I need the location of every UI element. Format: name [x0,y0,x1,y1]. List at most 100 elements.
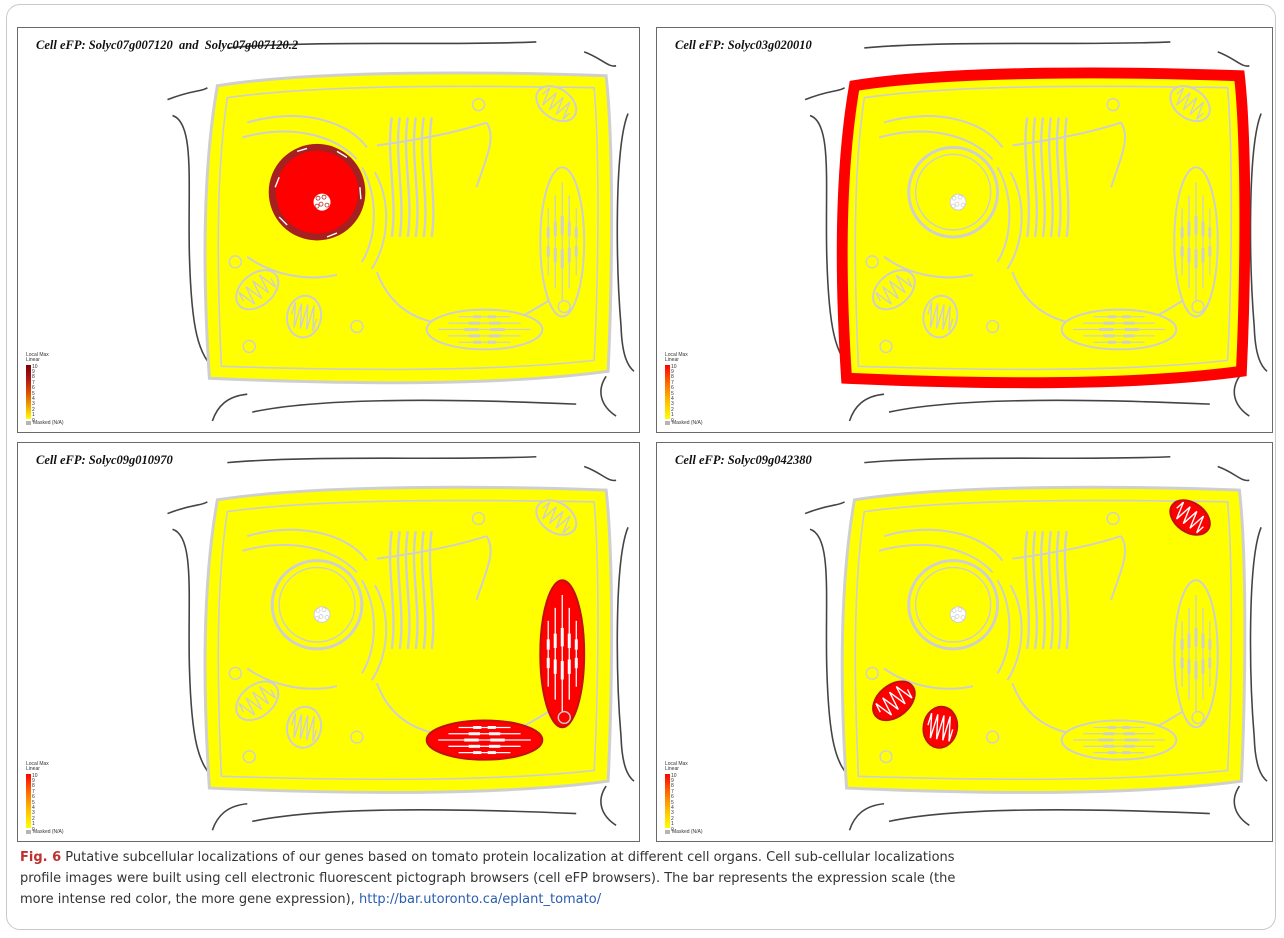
cell-wall-lines [804,41,1268,422]
legend-tick: 7 [671,788,674,795]
mitochondrion-top [1169,499,1211,536]
legend-tick: 3 [671,810,674,817]
legend-tick: 6 [671,794,674,801]
expression-legend: Local Max Linear 10 9 8 7 6 5 4 3 2 1 0 Masked (N/A) [26,761,64,835]
mitochondrion-top [1169,85,1211,123]
legend-tick: 9 [32,369,35,375]
caption-line-3: more intense red color, the more gene ex… [20,892,601,907]
panel-mitochondria: Cell eFP: Solyc09g042380 Local Max Linear… [656,442,1273,842]
legend-tick: 2 [671,815,674,822]
legend-tick: 0 [32,826,35,833]
legend-subtitle: Linear [26,357,40,364]
legend-tick: 9 [32,778,35,784]
expression-legend: Local Max Linear 10 9 8 7 6 5 4 3 2 1 0 Masked (N/A) [665,351,703,426]
chloroplast-right [1173,166,1219,318]
legend-tick: 2 [32,815,35,822]
legend-tick: 3 [32,401,35,408]
legend-tick: 5 [671,390,674,397]
mitochondrion-left [235,269,280,311]
legend-tick: 9 [671,778,674,784]
panel-nucleus: Cell eFP: Solyc07g007120 and Solyc07g007… [17,27,640,433]
legend-tick: 8 [671,374,674,381]
cell-wall-lines [804,455,1268,831]
mitochondrion-small [922,705,959,749]
mitochondrion-left [235,680,280,722]
golgi [388,531,435,650]
legend-masked: Masked (N/A) [672,828,703,835]
legend-tick: 5 [32,799,35,806]
legend-tick: 8 [671,783,674,790]
mitochondrion-left [872,269,916,311]
nucleus [907,145,1000,239]
legend-tick: 10 [671,363,677,370]
legend-title: Local Max [665,760,688,767]
mitochondrion-top [535,85,578,123]
chloroplast-bottom [1060,719,1178,761]
chloroplast-bottom [425,719,544,761]
legend-masked: Masked (N/A) [33,419,64,426]
legend-tick: 8 [32,374,35,381]
legend-tick: 4 [32,805,35,812]
masked-swatch [26,830,31,835]
mitochondrion-left [872,680,916,722]
legend-tick: 7 [32,788,35,795]
legend-tick: 4 [671,396,674,403]
legend-tick: 0 [671,417,674,424]
chloroplast-right [1173,579,1219,729]
legend-tick: 7 [32,379,35,386]
panel-title: Cell eFP: Solyc07g007120 and Solyc07g007… [36,38,299,52]
cell-wall-lines [167,41,635,422]
legend-tick: 10 [671,772,677,779]
expression-legend: Local Max Linear 10 9 8 7 6 5 4 3 2 1 0 Masked (N/A) [26,351,64,426]
legend-tick: 1 [671,412,674,419]
caption-text-1: Putative subcellular localizations of ou… [65,850,955,865]
chloroplast-right [539,166,586,318]
legend-tick: 6 [32,794,35,801]
mitochondrion-top [535,499,578,536]
nucleus [907,559,1000,651]
legend-tick: 9 [671,369,674,375]
cell-diagram [804,41,1268,422]
cell-diagram [167,455,635,831]
legend-color-bar [26,364,31,419]
legend-subtitle: Linear [26,766,40,773]
legend-tick: 7 [671,379,674,386]
nucleus [270,559,364,651]
legend-subtitle: Linear [665,766,679,773]
legend-masked: Masked (N/A) [672,419,703,426]
caption-line-2: profile images were built using cell ele… [20,871,955,886]
panel-title: Cell eFP: Solyc09g042380 [675,453,812,467]
legend-tick: 8 [32,783,35,790]
legend-color-bar [665,364,670,419]
mitochondrion-small [922,294,959,339]
figure-frame [6,4,1276,930]
legend-tick: 4 [671,805,674,812]
panel-membrane: Cell eFP: Solyc03g020010 Local Max Linear… [656,27,1273,433]
golgi [1024,117,1070,238]
legend-tick: 2 [32,406,35,413]
figure-label: Fig. 6 [20,850,62,865]
mitochondrion-small [286,294,323,339]
eplant-link[interactable]: http://bar.utoronto.ca/eplant_tomato/ [358,892,602,907]
panel-title: Cell eFP: Solyc03g020010 [675,38,812,52]
caption-text-3: more intense red color, the more gene ex… [20,892,355,907]
panel-title: Cell eFP: Solyc09g010970 [36,453,173,467]
legend-masked: Masked (N/A) [33,828,64,835]
expression-legend: Local Max Linear 10 9 8 7 6 5 4 3 2 1 0 Masked (N/A) [665,760,703,835]
legend-title: Local Max [26,351,49,358]
legend-tick: 6 [32,385,35,392]
legend-color-bar [665,773,670,828]
legend-color-bar [26,773,31,828]
legend-tick: 2 [671,406,674,413]
legend-tick: 5 [671,799,674,806]
legend-tick: 1 [671,821,674,828]
figure-caption: Fig. 6 Putative subcellular localization… [20,850,955,865]
cell-wall-lines [167,455,635,831]
mitochondrion-small [286,705,323,749]
masked-swatch [665,421,670,426]
golgi [388,117,435,238]
legend-tick: 1 [32,821,35,828]
legend-tick: 10 [32,363,38,370]
chloroplast-right [539,579,586,729]
legend-title: Local Max [665,351,688,358]
